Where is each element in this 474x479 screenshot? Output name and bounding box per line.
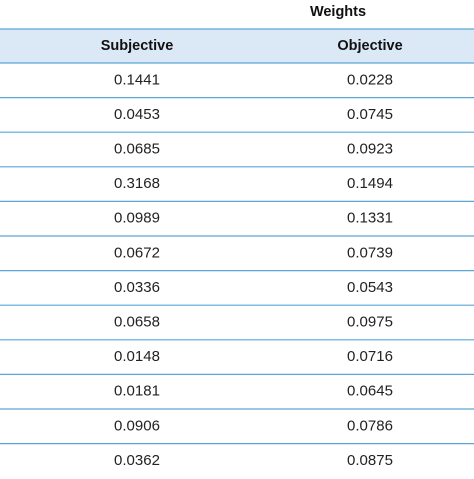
column-header: Subjective (101, 38, 174, 54)
cell: 0.0975 (347, 313, 393, 330)
cell: 0.0923 (347, 140, 393, 157)
cell: 0.0875 (347, 452, 393, 469)
cell: 0.0645 (347, 383, 393, 400)
cell: 0.0181 (114, 383, 160, 400)
cell: 0.0148 (114, 348, 160, 365)
cell: 0.1441 (114, 71, 160, 88)
header-band (0, 29, 474, 63)
cell: 0.3168 (114, 175, 160, 192)
cell: 0.0906 (114, 417, 160, 434)
group-header: Weights (310, 4, 366, 20)
cell: 0.0716 (347, 348, 393, 365)
cell: 0.0336 (114, 279, 160, 296)
column-header: Objective (337, 38, 402, 54)
cell: 0.0362 (114, 452, 160, 469)
cell: 0.0786 (347, 417, 393, 434)
cell: 0.0658 (114, 313, 160, 330)
cell: 0.0685 (114, 140, 160, 157)
cell: 0.0739 (347, 244, 393, 261)
cell: 0.0543 (347, 279, 393, 296)
cell: 0.0228 (347, 71, 393, 88)
cell: 0.1494 (347, 175, 393, 192)
cell: 0.0745 (347, 106, 393, 123)
cell: 0.0672 (114, 244, 160, 261)
cell: 0.0453 (114, 106, 160, 123)
cell: 0.0989 (114, 210, 160, 227)
cell: 0.1331 (347, 210, 393, 227)
